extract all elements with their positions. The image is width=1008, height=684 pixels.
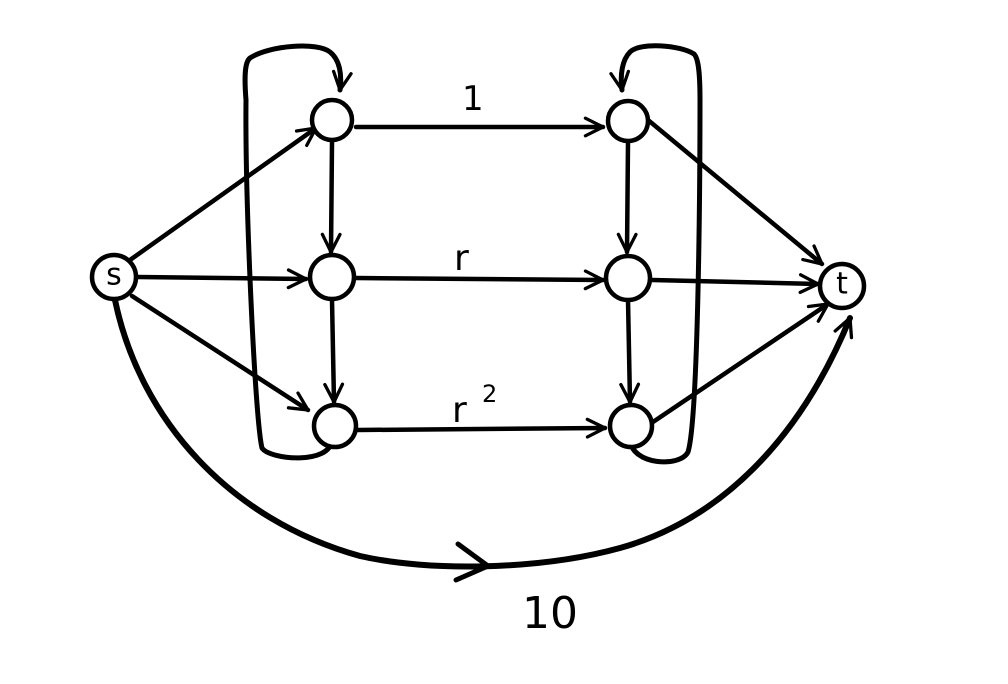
edge-a2-a3 (323, 297, 345, 405)
edge-b1-b2 (616, 139, 638, 255)
node-b3 (607, 402, 655, 450)
node-s-label: s (106, 258, 122, 293)
node-b1 (605, 98, 651, 144)
edge-label-bypass: 10 (522, 588, 578, 639)
edge-label-top: 1 (462, 79, 484, 119)
left-column-loop (242, 43, 353, 461)
edge-label-middle: r (454, 238, 469, 279)
node-t (817, 261, 867, 311)
edge-s-a1 (127, 125, 319, 263)
node-s (89, 252, 139, 302)
node-t-label: t (836, 267, 848, 302)
edge-s-a3 (129, 293, 311, 413)
edge-b3-t (647, 301, 831, 427)
edge-s-a2 (135, 268, 309, 290)
node-a3 (311, 402, 359, 450)
edge-label-bottom: r (452, 390, 467, 431)
edge-b2-t (649, 273, 821, 295)
node-a2 (307, 252, 357, 302)
node-a1 (309, 97, 355, 143)
right-column-loop (609, 43, 703, 465)
bypass-midpoint-arrow (453, 541, 491, 583)
edge-a3-b3 (355, 417, 608, 439)
edge-a1-a2 (320, 139, 342, 255)
node-b2 (603, 253, 653, 303)
edge-a2-b2 (353, 269, 606, 291)
edge-b1-t (645, 117, 825, 267)
edge-b2-b3 (619, 297, 641, 405)
edge-s-t-bypass (112, 297, 854, 570)
edge-label-bottom-superscript: 2 (482, 380, 497, 408)
